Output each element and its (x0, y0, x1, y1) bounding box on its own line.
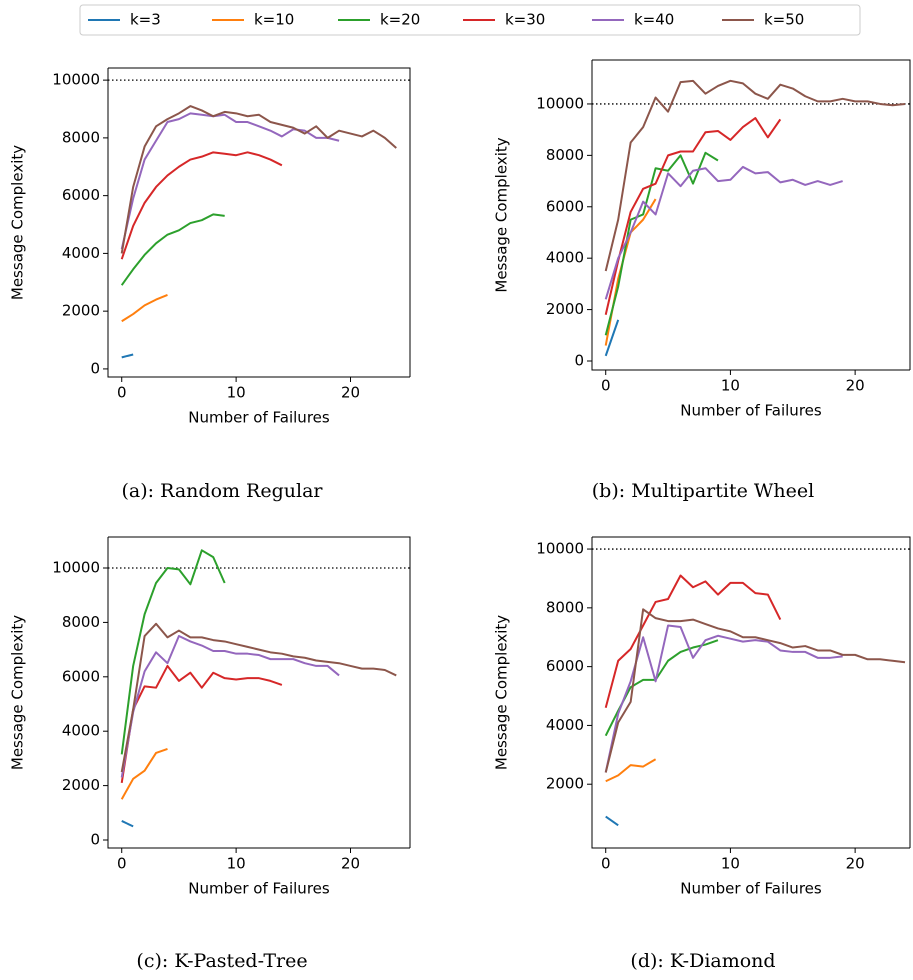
series-line (604, 79, 906, 272)
series-line (604, 165, 843, 300)
x-tick-label: 10 (227, 384, 246, 402)
caption: (a): Random Regular (122, 480, 324, 502)
series-line (120, 151, 283, 260)
series-line (605, 815, 619, 827)
y-tick-label: 6000 (62, 186, 100, 204)
x-axis-label: Number of Failures (188, 880, 330, 898)
x-tick-label: 20 (846, 377, 865, 395)
y-axis-label: Message Complexity (9, 145, 27, 300)
chart-panel: 0 10 20 0 2000 4000 6000 8000 10000 Number of Fai… (493, 59, 911, 502)
y-tick-label: 6000 (62, 667, 100, 685)
series-line (120, 747, 168, 800)
x-axis-label: Number of Failures (188, 409, 330, 427)
y-tick-label: 10000 (52, 71, 100, 89)
x-tick-label: 10 (227, 855, 246, 873)
y-tick-label: 0 (574, 352, 584, 370)
x-tick-label: 20 (341, 855, 360, 873)
y-axis-label: Message Complexity (493, 137, 511, 292)
x-tick-label: 0 (117, 855, 127, 873)
series-line (120, 549, 226, 755)
axis-spines (591, 536, 911, 849)
y-tick-label: 2000 (62, 302, 100, 320)
chart-panel: 0 10 20 0 2000 4000 6000 8000 10000 Number of Fai… (9, 536, 411, 972)
y-tick-label: 2000 (546, 300, 584, 318)
legend-label: k=3 (130, 11, 161, 29)
series-line (121, 294, 168, 323)
y-tick-label: 8000 (546, 598, 584, 616)
caption: (c): K-Pasted-Tree (136, 950, 307, 972)
series-line (604, 117, 782, 315)
x-axis-label: Number of Failures (680, 880, 822, 898)
x-axis-label: Number of Failures (680, 402, 822, 420)
y-tick-label: 8000 (62, 128, 100, 146)
y-tick-label: 4000 (62, 722, 100, 740)
y-tick-label: 2000 (62, 776, 100, 794)
legend-label: k=50 (764, 11, 804, 29)
series-line (120, 112, 340, 250)
series-line (604, 319, 620, 357)
y-tick-label: 2000 (546, 775, 584, 793)
caption: (d): K-Diamond (630, 950, 775, 972)
series-line (120, 622, 397, 773)
y-tick-label: 10000 (536, 94, 584, 112)
y-tick-label: 10000 (536, 540, 584, 558)
legend-label: k=10 (254, 11, 294, 29)
y-tick-label: 8000 (546, 146, 584, 164)
series-line (604, 608, 906, 773)
legend-label: k=20 (380, 11, 420, 29)
y-tick-label: 0 (90, 359, 100, 377)
legend-label: k=40 (634, 11, 674, 29)
series-line (121, 353, 134, 359)
legend-label: k=30 (505, 11, 545, 29)
chart-panel: 0 10 20 2000 4000 6000 8000 10000 Number of Fail… (493, 536, 911, 972)
caption: (b): Multipartite Wheel (592, 480, 814, 502)
series-line (605, 758, 657, 783)
x-tick-label: 20 (341, 384, 360, 402)
y-tick-label: 6000 (546, 657, 584, 675)
x-tick-label: 20 (846, 855, 865, 873)
axis-spines (591, 59, 911, 371)
series-line (120, 213, 225, 286)
series-line (120, 105, 397, 254)
chart-panel: 0 10 20 0 2000 4000 6000 8000 10000 Number of Fai… (9, 67, 411, 502)
x-tick-label: 0 (117, 384, 127, 402)
y-axis-label: Message Complexity (493, 615, 511, 770)
y-tick-label: 6000 (546, 197, 584, 215)
y-tick-label: 8000 (62, 613, 100, 631)
y-tick-label: 10000 (52, 559, 100, 577)
y-tick-label: 0 (90, 831, 100, 849)
axis-spines (107, 536, 411, 849)
series-line (604, 574, 782, 709)
y-tick-label: 4000 (62, 244, 100, 262)
y-tick-label: 4000 (546, 249, 584, 267)
y-axis-label: Message Complexity (9, 615, 27, 770)
x-tick-label: 10 (721, 855, 740, 873)
series-line (121, 820, 134, 828)
axis-spines (107, 67, 411, 378)
x-tick-label: 0 (601, 377, 611, 395)
series-line (120, 664, 283, 784)
series-line (604, 624, 843, 773)
series-line (120, 635, 340, 778)
x-tick-label: 10 (721, 377, 740, 395)
x-tick-label: 0 (601, 855, 611, 873)
y-tick-label: 4000 (546, 716, 584, 734)
